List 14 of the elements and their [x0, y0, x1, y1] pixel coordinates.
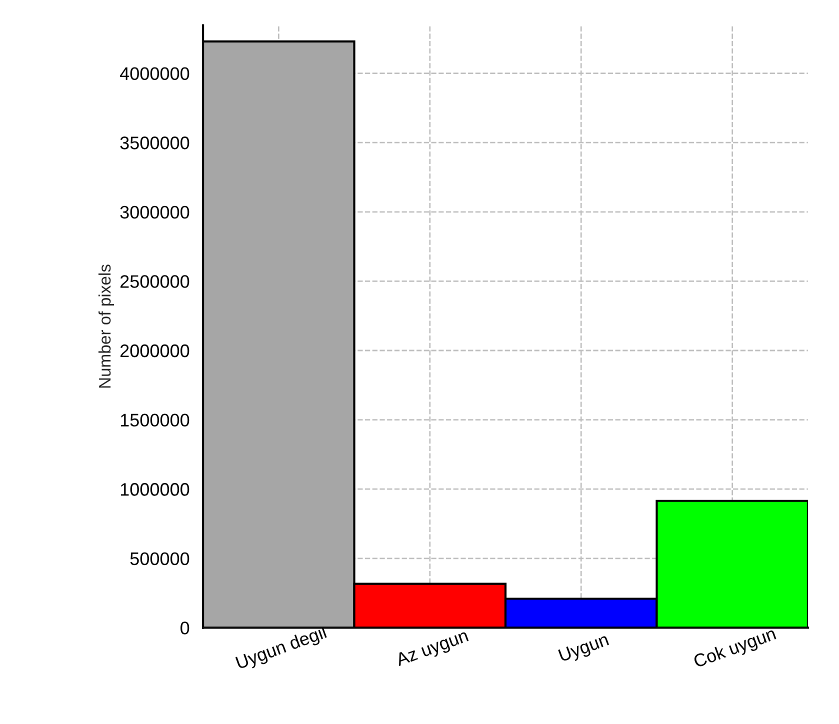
x-tick-label: Cok uygun — [692, 626, 778, 672]
y-tick-label: 1000000 — [120, 483, 190, 496]
y-tick-label: 2500000 — [120, 275, 190, 288]
y-tick-label: 3000000 — [120, 206, 190, 219]
y-axis-title: Number of pixels — [98, 264, 114, 388]
y-tick-label: 0 — [180, 622, 190, 634]
x-tick-label: Uygun — [558, 633, 610, 666]
x-tick-label: Uygun degil — [235, 625, 328, 673]
y-tick-label: 3500000 — [120, 136, 190, 150]
x-tick-label: Az uygun — [394, 629, 470, 670]
y-tick-label: 4000000 — [120, 67, 190, 80]
y-tick-label: 2000000 — [120, 344, 190, 358]
y-tick-label: 500000 — [130, 552, 190, 566]
y-tick-label: 1500000 — [120, 414, 190, 427]
